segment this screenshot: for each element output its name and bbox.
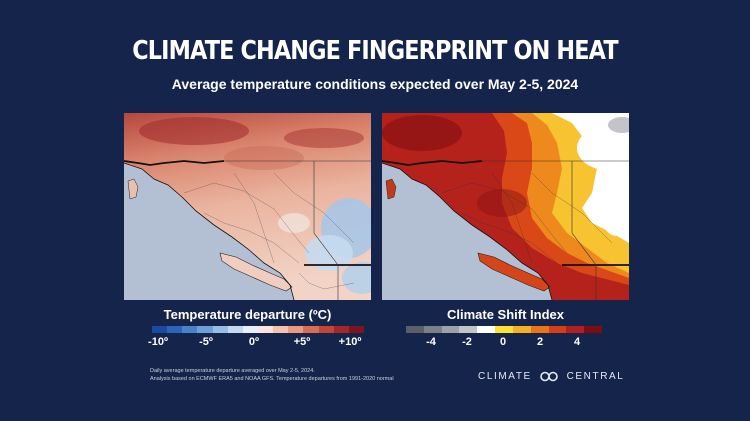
csi-legend-tick: -2 [462,336,472,348]
temperature-legend-swatch [318,326,334,333]
csi-legend-colorbar [406,326,602,333]
csi-legend-swatch [406,326,424,333]
climate-central-brand: CLIMATE CENTRAL [478,371,624,382]
temperature-legend-swatch [152,326,168,333]
csi-legend-title: Climate Shift Index [446,307,565,322]
csi-legend-swatch [477,326,496,333]
temperature-legend-swatch [257,326,274,333]
csi-legend-swatch [566,326,585,333]
brand-word-right: CENTRAL [566,371,625,383]
temperature-legend-tick: -5º [199,336,213,348]
temperature-legend-swatch [348,326,364,333]
temperature-legend-swatch [288,326,304,333]
temperature-legend-title: Temperature departure (ºC) [163,307,332,322]
temperature-legend-swatch [333,326,349,333]
csi-legend-swatch [441,326,460,333]
temperature-legend-swatch [212,326,228,333]
csi-legend-swatch [459,326,478,333]
temperature-legend-swatch [197,326,213,333]
temperature-legend-tick: -10º [148,336,168,348]
footnote-line-1: Daily average temperature departure aver… [150,368,315,374]
csi-legend-swatch [423,326,442,333]
temperature-legend-tick: +5º [293,336,311,348]
csi-legend-tick: 4 [573,336,581,348]
climate-shift-index-map [382,113,629,300]
temperature-legend-swatch [303,326,319,333]
brand-word-left: CLIMATE [478,371,532,383]
temperature-legend-tick: +10º [338,336,362,348]
csi-legend-tick: 0 [499,336,507,348]
temperature-departure-map [124,113,371,300]
temperature-legend-tick: 0º [248,336,260,348]
csi-legend-swatch [512,326,531,333]
csi-legend-swatch [548,326,567,333]
csi-legend-swatch [530,326,549,333]
csi-legend-swatch [495,326,513,333]
csi-legend-tick: 2 [536,336,544,348]
page-title: Climate Change Fingerprint on Heat [132,36,618,66]
temperature-legend-swatch [167,326,183,333]
temperature-legend-swatch [182,326,198,333]
temperature-legend-colorbar [152,326,364,333]
temperature-legend-swatch [273,326,289,333]
footnote-line-2: Analysis based on ECMWF ERA5 and NOAA GF… [150,376,394,382]
temperature-legend-swatch [242,326,258,333]
csi-legend-tick: -4 [426,336,436,348]
page-subtitle: Average temperature conditions expected … [171,76,579,92]
csi-legend-swatch [584,326,602,333]
temperature-legend-swatch [227,326,243,333]
climate-central-logo-icon [540,371,559,382]
